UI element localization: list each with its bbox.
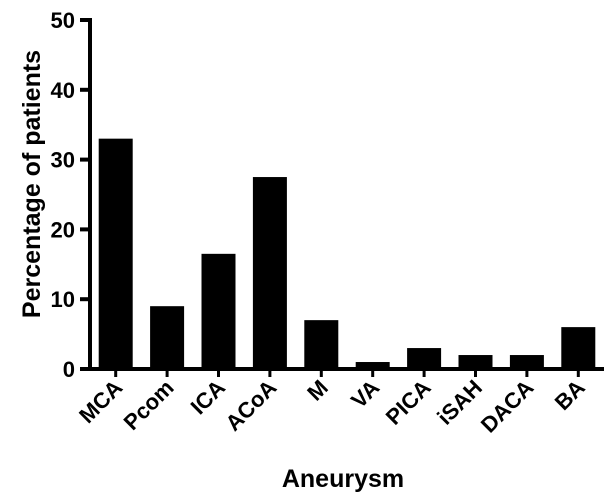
x-tick-label-ica: ICA — [186, 375, 231, 420]
x-tick-label-daca: DACA — [476, 375, 539, 438]
bar-m — [304, 320, 339, 369]
x-tick-label-pcom: Pcom — [119, 375, 179, 435]
y-tick-label: 50 — [51, 8, 75, 33]
x-tick-label-va: VA — [346, 375, 384, 413]
bar-mca — [98, 138, 133, 369]
bar-acoa — [252, 177, 287, 369]
x-tick-label-ba: BA — [550, 375, 590, 415]
bars-group — [98, 138, 596, 369]
x-tick-label-pica: PICA — [381, 375, 436, 430]
bar-pica — [407, 348, 442, 369]
bar-ba — [561, 327, 596, 369]
y-ticks-group: 0 10 20 30 40 50 — [51, 8, 90, 382]
y-axis-title: Percentage of patients — [18, 50, 46, 318]
axes-group — [88, 18, 604, 371]
y-tick-label: 20 — [51, 217, 75, 242]
bar-ica — [201, 253, 236, 369]
bar-va — [355, 362, 390, 369]
y-tick-label: 30 — [51, 148, 75, 173]
bar-isah — [458, 355, 493, 369]
y-tick-label: 40 — [51, 78, 75, 103]
x-axis-title: Aneurysm — [282, 465, 404, 493]
bar-pcom — [150, 306, 185, 369]
y-tick-label: 0 — [63, 357, 75, 382]
bar-daca — [509, 355, 544, 369]
x-tick-label-m: M — [302, 375, 333, 406]
x-tick-label-mca: MCA — [74, 375, 127, 428]
y-tick-label: 10 — [51, 287, 75, 312]
x-tick-label-acoa: ACoA — [221, 375, 282, 436]
